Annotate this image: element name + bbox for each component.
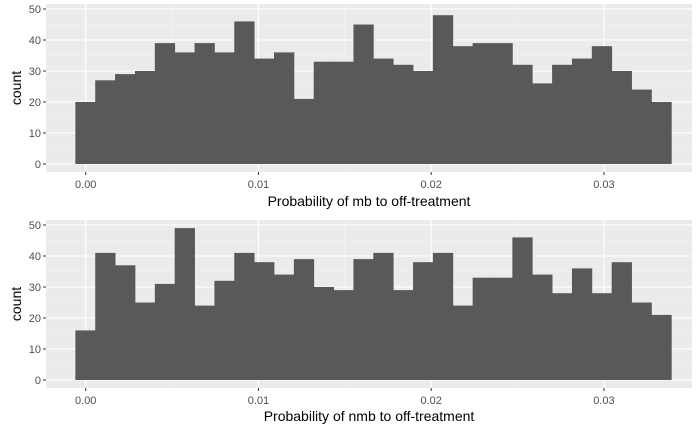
bottom-y-tick-label: 20 (29, 313, 41, 325)
bottom-histogram-bar (552, 293, 573, 380)
bottom-y-tick-label: 10 (29, 344, 41, 356)
bottom-histogram-bar (154, 283, 176, 380)
bottom-histogram-bar (313, 287, 334, 380)
top-panel-y-axis: 0 10 20 30 40 50 (29, 4, 46, 171)
top-histogram-bar (194, 43, 215, 164)
bottom-histogram-bar (492, 277, 513, 380)
bottom-histogram-bar (293, 259, 315, 380)
top-histogram-bar (472, 43, 493, 164)
top-histogram-bar (254, 58, 275, 164)
top-histogram-bar (373, 58, 394, 164)
top-histogram-bar (95, 80, 116, 164)
top-histogram-bar (552, 64, 573, 164)
bottom-panel-x-axis: 0.00 0.01 0.02 0.03 (75, 388, 615, 407)
bottom-histogram-panel: 0 10 20 30 40 50 0.00 0.01 0.02 0.03 Probability… (8, 220, 692, 424)
top-histogram-bar (115, 74, 136, 164)
bottom-histogram-bar (115, 265, 136, 380)
top-x-tick-label: 0.02 (420, 179, 441, 191)
top-panel-x-axis: 0.00 0.01 0.02 0.03 (75, 172, 615, 191)
top-histogram-bar (134, 71, 156, 164)
bottom-y-tick-label: 0 (35, 375, 41, 387)
top-histogram-bar (631, 89, 652, 164)
bottom-histogram-bar (611, 262, 632, 380)
top-y-tick-label: 20 (29, 97, 41, 109)
top-histogram-bar (432, 15, 454, 165)
bottom-histogram-bar (353, 259, 374, 380)
top-histogram-bar (571, 58, 593, 164)
bottom-histogram-bar (452, 305, 474, 380)
bottom-y-tick-label: 30 (29, 282, 41, 294)
top-histogram-bar (293, 98, 315, 164)
bottom-x-axis-title: Probability of nmb to off-treatment (264, 408, 475, 424)
top-histogram-panel: 0 10 20 30 40 50 0.00 0.01 0.02 0.03 Probability… (8, 4, 692, 209)
top-x-axis-title: Probability of mb to off-treatment (268, 193, 471, 209)
bottom-x-tick-label: 0.03 (593, 395, 614, 407)
top-histogram-bar (492, 43, 513, 164)
top-histogram-bar (313, 61, 334, 165)
top-histogram-bar (413, 71, 434, 164)
bottom-histogram-bar (472, 277, 493, 380)
bottom-histogram-bar (631, 302, 652, 380)
top-y-tick-label: 30 (29, 66, 41, 78)
bottom-x-tick-label: 0.02 (420, 395, 441, 407)
top-histogram-bar (512, 64, 533, 164)
top-histogram-bar (532, 83, 553, 164)
bottom-y-axis-title: count (8, 287, 24, 321)
bottom-x-tick-label: 0.00 (75, 395, 96, 407)
bottom-histogram-bar (174, 228, 195, 380)
top-histogram-bar (452, 46, 474, 165)
top-y-tick-label: 50 (29, 4, 41, 16)
bottom-histogram-bar (194, 305, 215, 380)
top-histogram-bar (174, 52, 195, 164)
top-y-tick-label: 10 (29, 128, 41, 140)
top-y-tick-label: 40 (29, 35, 41, 47)
bottom-histogram-bar (75, 330, 96, 380)
top-histogram-bar (611, 71, 632, 164)
bottom-x-tick-label: 0.01 (248, 395, 269, 407)
bottom-histogram-bar (274, 274, 295, 380)
top-histogram-bar (274, 52, 295, 164)
bottom-histogram-bar (571, 268, 593, 380)
top-histogram-bar (214, 52, 235, 164)
top-histogram-bar (75, 102, 96, 164)
bottom-histogram-bar (95, 252, 116, 380)
top-y-tick-label: 0 (35, 159, 41, 171)
bottom-histogram-bar (591, 293, 613, 380)
top-histogram-bar (234, 21, 255, 165)
bottom-histogram-bar (333, 290, 354, 380)
bottom-panel-y-axis: 0 10 20 30 40 50 (29, 220, 46, 387)
bottom-histogram-bar (134, 302, 156, 380)
bottom-histogram-bar (532, 274, 553, 380)
top-histogram-bar (333, 61, 354, 165)
top-histogram-bar (353, 24, 374, 164)
top-x-tick-label: 0.00 (75, 179, 96, 191)
bottom-histogram-bar (254, 262, 275, 380)
top-histogram-bar (393, 64, 414, 164)
bottom-histogram-bar (234, 252, 255, 380)
top-x-tick-label: 0.01 (248, 179, 269, 191)
top-y-axis-title: count (8, 71, 24, 105)
top-x-tick-label: 0.03 (593, 179, 614, 191)
bottom-histogram-bar (214, 280, 235, 380)
bottom-histogram-bar (432, 252, 454, 380)
bottom-histogram-bar (512, 237, 533, 380)
bottom-panel-bars (75, 228, 672, 380)
bottom-y-tick-label: 50 (29, 220, 41, 232)
top-histogram-bar (651, 102, 672, 164)
bottom-histogram-bar (413, 262, 434, 380)
bottom-histogram-bar (373, 252, 394, 380)
bottom-y-tick-label: 40 (29, 251, 41, 263)
bottom-histogram-bar (393, 290, 414, 380)
top-panel-bars (75, 15, 672, 165)
bottom-histogram-bar (651, 314, 672, 380)
top-histogram-bar (154, 43, 176, 164)
top-histogram-bar (591, 46, 613, 165)
